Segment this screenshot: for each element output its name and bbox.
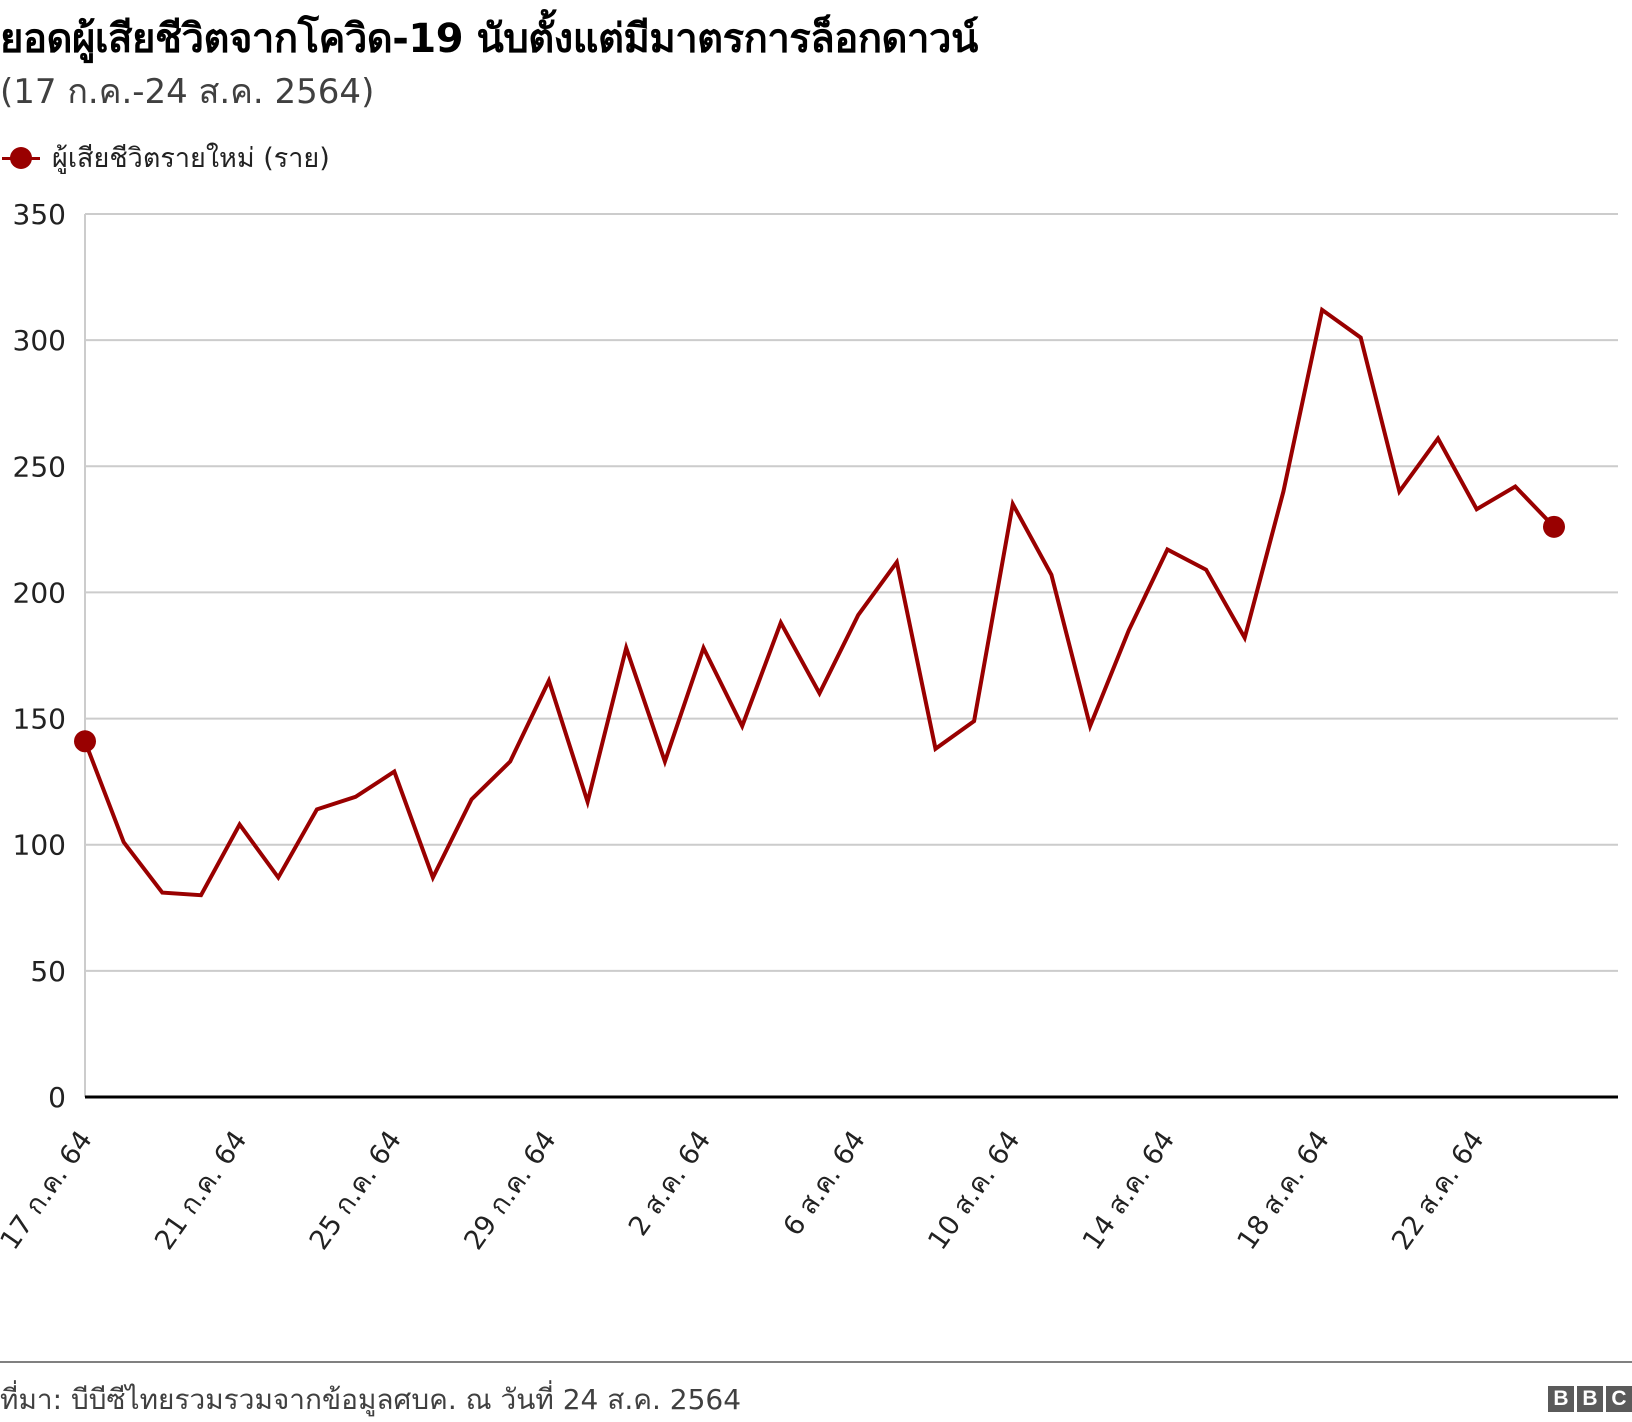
- svg-text:17 ก.ค. 64: 17 ก.ค. 64: [0, 1125, 99, 1255]
- x-tick-label: 14 ส.ค. 64: [1077, 1125, 1181, 1255]
- start-point-marker: [74, 730, 96, 753]
- x-tick-label: 6 ส.ค. 64: [777, 1125, 871, 1241]
- svg-text:29 ก.ค. 64: 29 ก.ค. 64: [458, 1125, 562, 1255]
- x-tick-label: 29 ก.ค. 64: [458, 1125, 562, 1255]
- bbc-logo: B B C: [1548, 1386, 1632, 1412]
- footer-divider: [0, 1361, 1632, 1363]
- y-tick-label: 50: [30, 955, 66, 988]
- y-tick-label: 0: [48, 1081, 66, 1114]
- legend-label: ผู้เสียชีวิตรายใหม่ (ราย): [52, 143, 330, 174]
- svg-text:25 ก.ค. 64: 25 ก.ค. 64: [304, 1125, 408, 1255]
- svg-text:18 ส.ค. 64: 18 ส.ค. 64: [1231, 1125, 1335, 1255]
- bbc-logo-letter: C: [1606, 1386, 1632, 1412]
- legend-line-marker-icon: [0, 145, 42, 171]
- svg-text:6 ส.ค. 64: 6 ส.ค. 64: [777, 1125, 871, 1241]
- svg-text:21 ก.ค. 64: 21 ก.ค. 64: [149, 1125, 253, 1255]
- source-note: ที่มา: บีบีซีไทยรวมรวมจากข้อมูลศบค. ณ วั…: [0, 1383, 742, 1416]
- x-tick-label: 18 ส.ค. 64: [1231, 1125, 1335, 1255]
- legend: ผู้เสียชีวิตรายใหม่ (ราย): [0, 136, 330, 179]
- y-tick-label: 100: [13, 829, 66, 862]
- svg-text:10 ส.ค. 64: 10 ส.ค. 64: [922, 1125, 1026, 1255]
- x-tick-label: 17 ก.ค. 64: [0, 1125, 99, 1255]
- y-tick-label: 250: [13, 450, 66, 483]
- end-point-marker: [1543, 515, 1565, 538]
- y-tick-label: 300: [13, 324, 66, 357]
- y-tick-label: 350: [13, 198, 66, 231]
- svg-text:2 ส.ค. 64: 2 ส.ค. 64: [623, 1125, 717, 1241]
- x-tick-label: 21 ก.ค. 64: [149, 1125, 253, 1255]
- svg-text:22 ส.ค. 64: 22 ส.ค. 64: [1386, 1125, 1490, 1255]
- bbc-logo-letter: B: [1577, 1386, 1603, 1412]
- x-tick-label: 10 ส.ค. 64: [922, 1125, 1026, 1255]
- y-tick-label: 150: [13, 703, 66, 736]
- chart-title: ยอดผู้เสียชีวิตจากโควิด-19 นับตั้งแต่มีม…: [0, 16, 978, 62]
- y-tick-label: 200: [13, 576, 66, 609]
- svg-text:14 ส.ค. 64: 14 ส.ค. 64: [1077, 1125, 1181, 1255]
- line-chart: 0 50 100 150 200 250 300 350 17 ก.ค. 64 21 ก.ค. 6…: [0, 198, 1618, 1256]
- x-tick-label: 22 ส.ค. 64: [1386, 1125, 1490, 1255]
- bbc-logo-letter: B: [1548, 1386, 1574, 1412]
- x-tick-label: 25 ก.ค. 64: [304, 1125, 408, 1255]
- chart-subtitle: (17 ก.ค.-24 ส.ค. 2564): [0, 72, 375, 112]
- x-tick-label: 2 ส.ค. 64: [623, 1125, 717, 1241]
- series-line: [83, 306, 1556, 898]
